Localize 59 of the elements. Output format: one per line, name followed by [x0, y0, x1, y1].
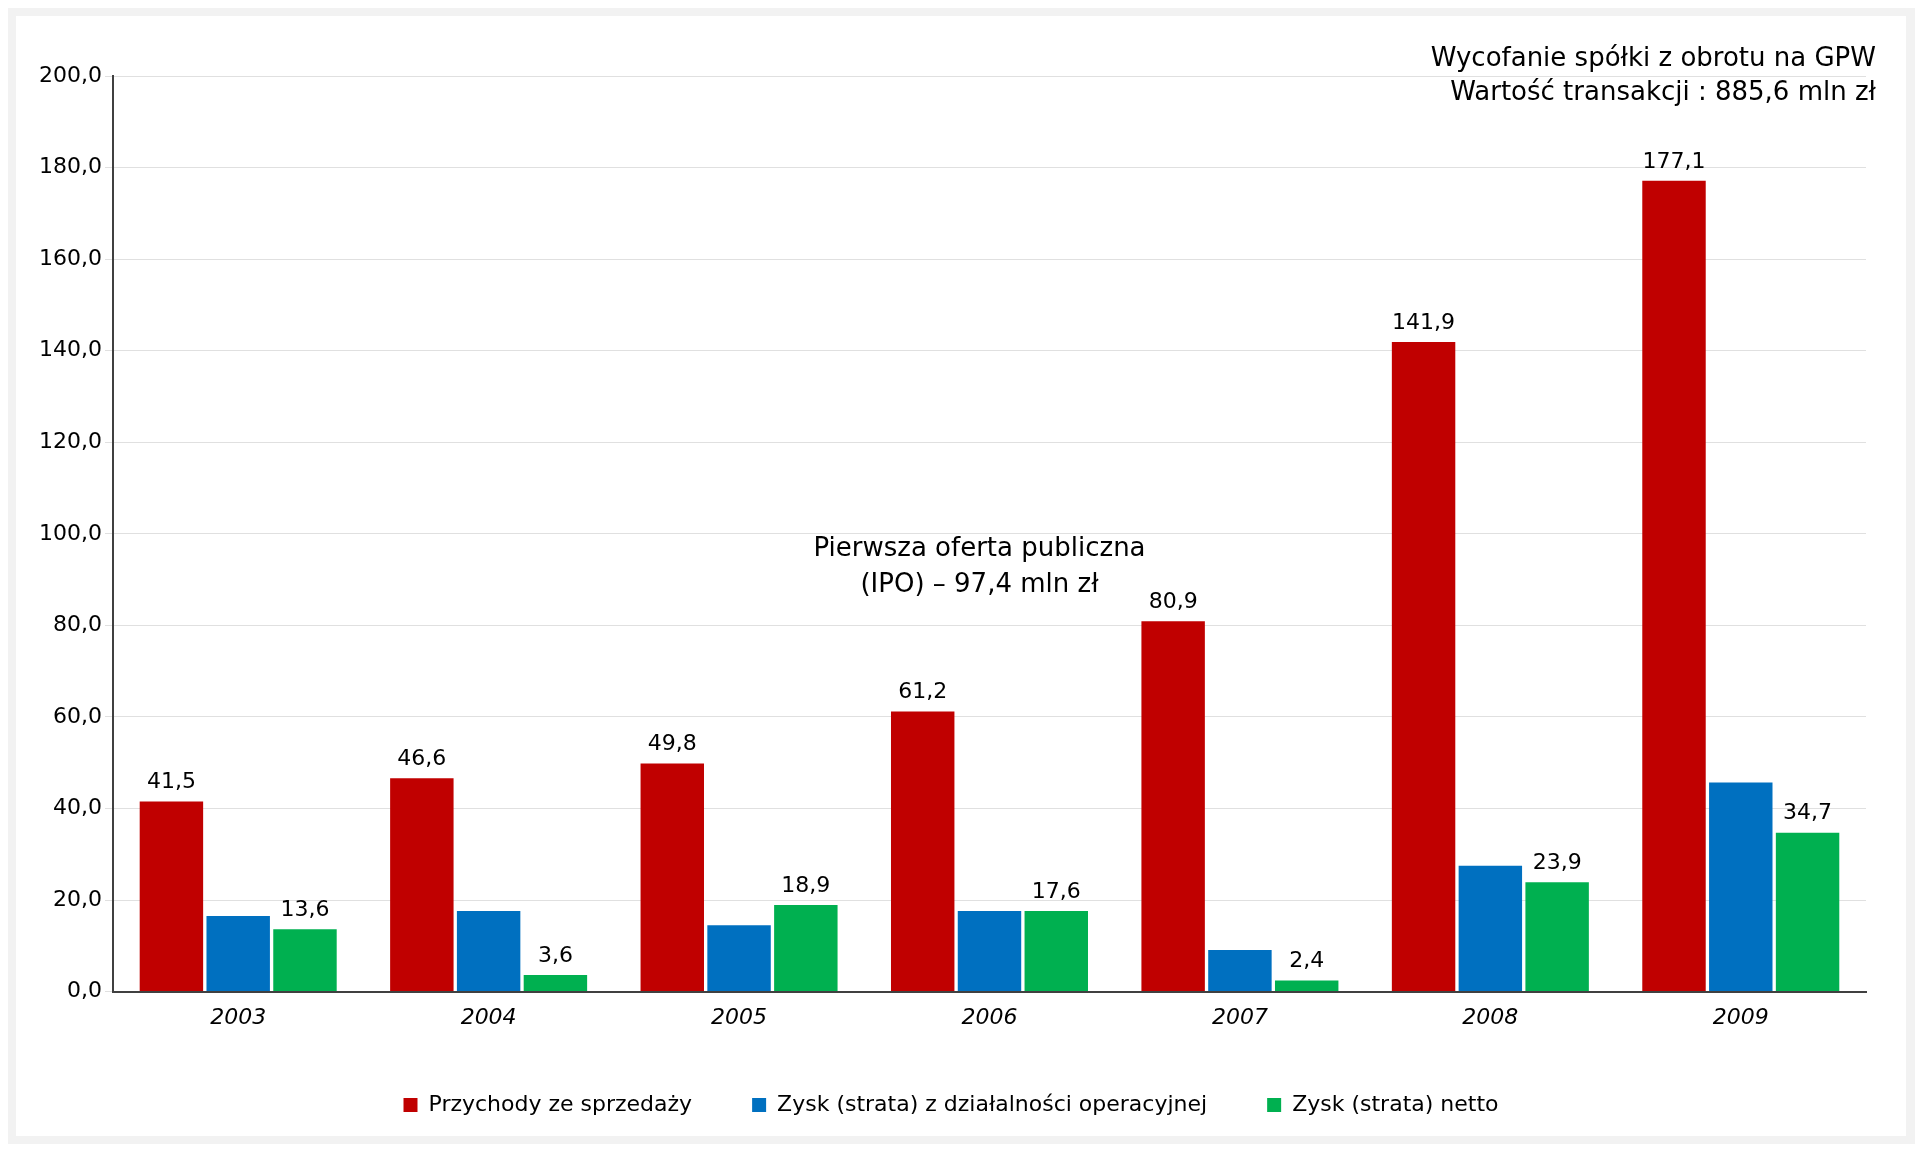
y-tick-label: 120,0 — [39, 427, 102, 453]
bar — [1775, 832, 1840, 992]
data-label: 34,7 — [1783, 799, 1833, 825]
y-tick-label: 60,0 — [53, 702, 102, 728]
data-label: 41,5 — [146, 768, 196, 794]
bar — [206, 916, 270, 992]
data-label: 141,9 — [1392, 308, 1456, 334]
legend-label: Zysk (strata) netto — [1292, 1090, 1499, 1116]
y-tick-label: 40,0 — [53, 794, 102, 820]
data-label: 61,2 — [898, 678, 948, 704]
x-tick-label: 2007 — [1211, 1003, 1268, 1029]
y-tick-label: 200,0 — [39, 61, 102, 87]
data-label: 2,4 — [1289, 947, 1325, 973]
bar — [1274, 980, 1339, 992]
text: Wycofanie spółki z obrotu na GPW — [1430, 41, 1876, 72]
bar — [707, 925, 771, 992]
bar — [523, 975, 588, 992]
x-tick-label: 2006 — [961, 1003, 1018, 1029]
data-label: 80,9 — [1148, 587, 1198, 613]
y-tick-label: 160,0 — [39, 244, 102, 270]
bar — [1642, 180, 1706, 992]
y-tick-label: 100,0 — [39, 519, 102, 545]
x-tick-label: 2003 — [210, 1003, 267, 1029]
bar — [774, 905, 838, 992]
bar — [640, 763, 704, 992]
data-label: 18,9 — [781, 871, 831, 897]
data-label: 49,8 — [647, 730, 697, 756]
y-tick-label: 140,0 — [39, 336, 102, 362]
x-tick-label: 2005 — [711, 1003, 768, 1029]
annotation: Pierwsza oferta publiczna (IPO) – 97,4 mln zł — [813, 531, 1146, 598]
bar — [1024, 911, 1088, 992]
x-tick-label: 2009 — [1712, 1003, 1769, 1029]
data-label: 46,6 — [397, 744, 447, 770]
bar — [390, 778, 454, 992]
y-tick-label: 180,0 — [39, 153, 102, 179]
legend-label: Przychody ze sprzedaży — [428, 1090, 693, 1116]
bar — [273, 929, 337, 992]
data-label: 13,6 — [280, 896, 330, 922]
y-tick-label: 20,0 — [53, 885, 102, 911]
y-tick-label: 0,0 — [66, 977, 102, 1003]
y-tick-label: 80,0 — [53, 611, 102, 637]
bar — [1525, 882, 1589, 992]
x-tick-label: 2004 — [460, 1003, 517, 1029]
bar — [139, 801, 204, 992]
bar — [1709, 782, 1773, 992]
data-label: 17,6 — [1031, 877, 1081, 903]
bar — [957, 911, 1022, 992]
bar — [1391, 341, 1456, 992]
legend-label: Zysk (strata) z działalności operacyjnej — [777, 1090, 1208, 1116]
bar — [890, 711, 955, 992]
bar — [1208, 949, 1272, 992]
bar — [456, 911, 521, 992]
bar — [1141, 621, 1205, 992]
data-label: 23,9 — [1532, 848, 1582, 874]
x-tick-label: 2008 — [1462, 1003, 1519, 1029]
annotation: Wartość transakcji : 885,6 mln zł — [1450, 75, 1877, 106]
data-label: 3,6 — [537, 941, 573, 967]
bar — [1458, 865, 1523, 992]
data-label: 177,1 — [1642, 147, 1706, 173]
